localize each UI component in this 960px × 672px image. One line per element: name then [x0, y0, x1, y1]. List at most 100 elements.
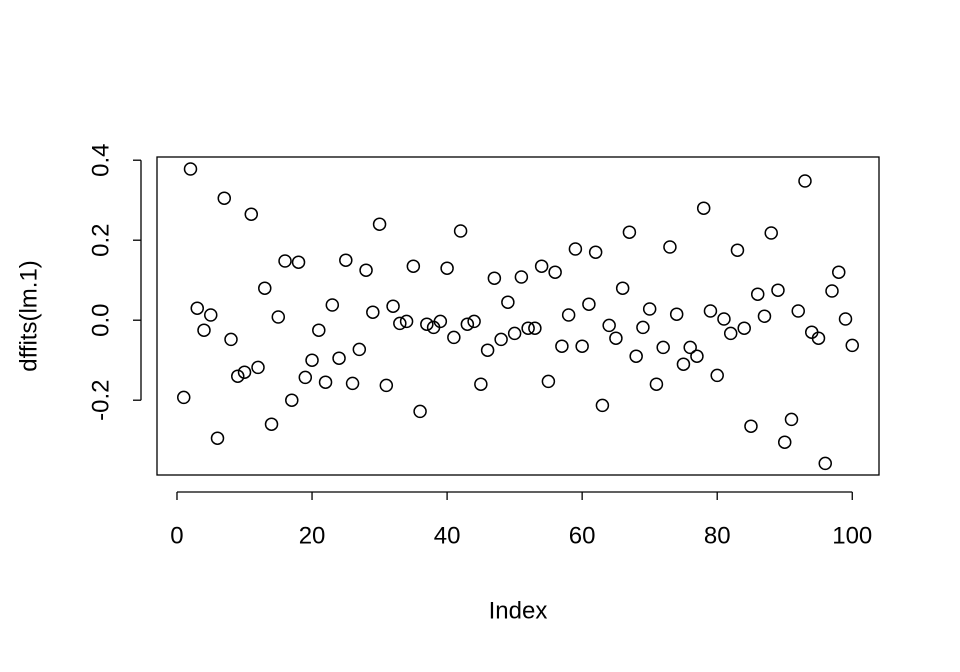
point — [723, 326, 738, 341]
point — [305, 353, 319, 367]
point — [811, 331, 826, 345]
x-axis-label: Index — [489, 597, 548, 624]
point — [251, 360, 265, 375]
point — [460, 317, 475, 331]
y-tick-label: 0.0 — [87, 304, 114, 337]
point — [771, 283, 785, 297]
point — [663, 240, 677, 254]
y-tick-label: 0.2 — [87, 224, 114, 257]
point — [541, 374, 556, 389]
point — [264, 417, 279, 431]
point — [595, 398, 610, 413]
point — [798, 174, 812, 188]
point — [183, 162, 198, 176]
point — [440, 261, 454, 275]
point — [548, 265, 562, 279]
point — [447, 330, 461, 345]
point — [588, 245, 603, 259]
point — [629, 349, 643, 363]
point — [791, 304, 805, 318]
point — [757, 309, 772, 323]
point — [575, 339, 589, 353]
plot-box — [156, 156, 880, 476]
x-tick-label: 100 — [832, 522, 872, 549]
x-tick-label: 40 — [434, 522, 461, 549]
point — [339, 253, 353, 267]
point — [372, 217, 387, 231]
y-axis-label: dffits(lm.1) — [15, 260, 42, 372]
point — [480, 343, 495, 357]
point — [521, 321, 535, 335]
point — [642, 302, 657, 316]
x-tick-label: 80 — [704, 522, 731, 549]
point — [676, 357, 691, 371]
point — [176, 390, 191, 405]
point — [386, 299, 400, 313]
point — [244, 207, 259, 221]
point — [325, 298, 340, 312]
point — [345, 376, 360, 391]
point — [683, 340, 697, 355]
point — [291, 255, 306, 269]
point — [217, 191, 232, 205]
point — [507, 326, 522, 341]
point — [514, 270, 529, 284]
point — [696, 201, 711, 215]
point — [224, 332, 238, 347]
point — [352, 342, 367, 357]
point — [784, 412, 799, 427]
point — [582, 297, 596, 311]
point — [555, 339, 569, 353]
x-tick-label: 60 — [569, 522, 596, 549]
point — [609, 331, 623, 345]
point — [420, 317, 434, 331]
point — [717, 312, 731, 326]
point — [366, 305, 380, 319]
point — [197, 323, 211, 337]
point — [237, 365, 252, 379]
point — [210, 431, 225, 445]
point — [845, 338, 860, 353]
point — [413, 404, 427, 419]
point — [453, 224, 468, 238]
point — [710, 368, 724, 383]
point — [750, 287, 765, 301]
point — [258, 281, 272, 295]
point — [399, 314, 414, 329]
point — [764, 226, 778, 240]
y-tick-label: 0.4 — [87, 144, 114, 177]
point — [204, 308, 218, 322]
point — [602, 318, 616, 333]
point — [190, 301, 204, 315]
point — [501, 295, 515, 309]
point — [467, 314, 481, 329]
point — [406, 259, 421, 273]
point — [818, 456, 832, 471]
x-tick-label: 0 — [170, 522, 183, 549]
point — [433, 314, 448, 329]
point — [534, 259, 549, 273]
point — [393, 316, 407, 331]
point — [474, 377, 488, 391]
point — [737, 321, 751, 335]
point — [561, 308, 576, 322]
point — [359, 263, 373, 277]
point — [278, 254, 292, 268]
point — [825, 284, 839, 298]
point — [730, 243, 745, 257]
point — [622, 225, 637, 239]
point — [656, 340, 670, 355]
point — [332, 351, 346, 365]
point — [832, 265, 846, 279]
point — [615, 281, 630, 295]
point — [271, 310, 286, 324]
point — [669, 307, 684, 321]
point — [231, 369, 245, 383]
x-tick-label: 20 — [299, 522, 326, 549]
point — [487, 271, 502, 285]
point — [703, 304, 718, 318]
point — [285, 393, 299, 407]
point — [298, 370, 313, 385]
point — [318, 375, 333, 389]
